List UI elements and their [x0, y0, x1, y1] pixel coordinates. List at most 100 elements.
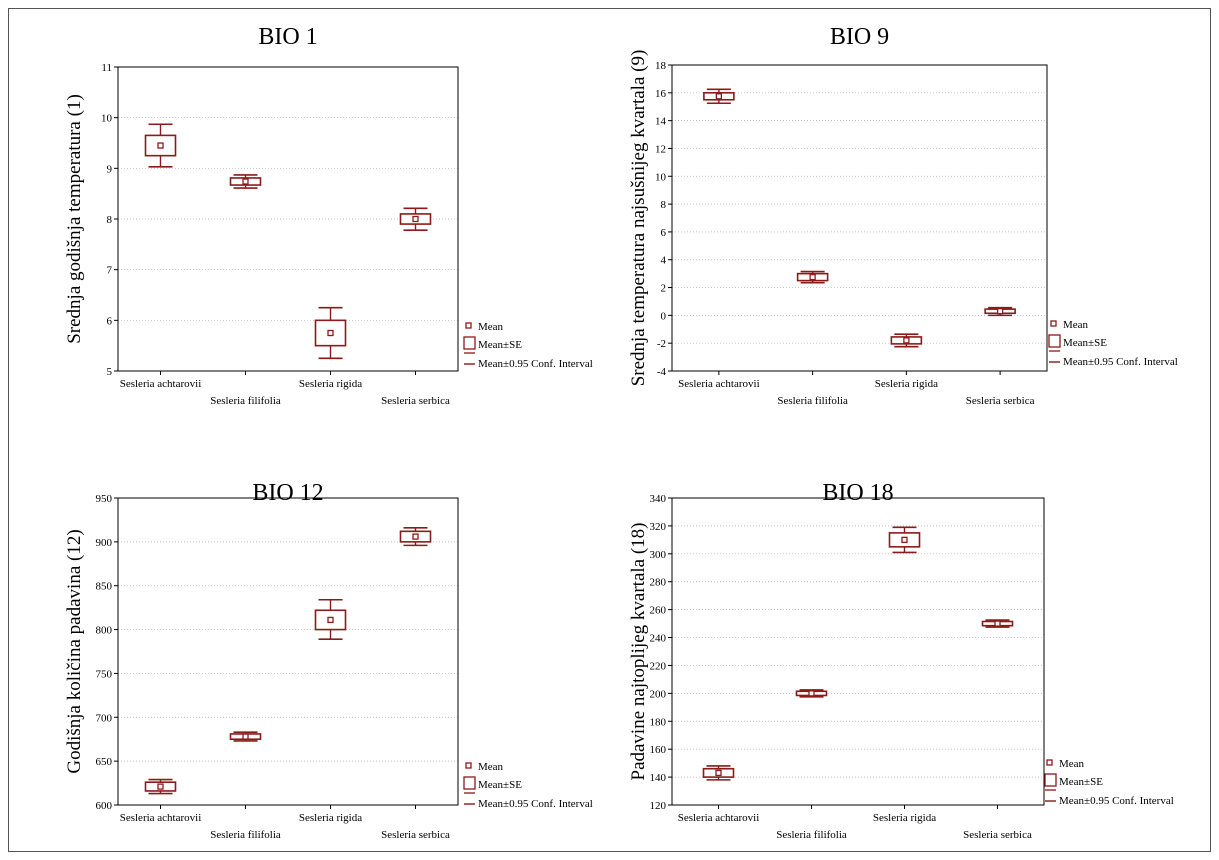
mean-marker: [901, 536, 908, 544]
chart-title: BIO 18: [822, 480, 893, 506]
legend-se-icon: [1048, 334, 1061, 348]
y-tick-label: 12: [655, 143, 666, 155]
category-label: Sesleria filifolia: [777, 395, 848, 407]
plot-area: [117, 497, 459, 806]
y-tick-label: 11: [101, 62, 112, 74]
y-tick-label: 200: [650, 688, 667, 700]
y-tick-label: 6: [661, 227, 667, 239]
box-sesleria-achtarovii: [144, 123, 177, 168]
y-tick-label: 800: [96, 625, 113, 637]
mean-marker: [809, 273, 816, 281]
legend: Mean Mean±SE Mean±0.95 Conf. Interval: [1048, 319, 1178, 368]
y-tick-label: 6: [107, 315, 113, 327]
legend: Mean Mean±SE Mean±0.95 Conf. Interval: [463, 321, 593, 370]
y-tick-label: 320: [650, 521, 667, 533]
legend: Mean Mean±SE Mean±0.95 Conf. Interval: [463, 761, 593, 810]
legend-se-label: Mean±SE: [478, 339, 522, 351]
y-tick-label: 0: [661, 310, 667, 322]
y-tick-label: 850: [96, 581, 113, 593]
category-label: Sesleria rigida: [875, 378, 938, 390]
category-label: Sesleria serbica: [381, 829, 450, 841]
y-tick-label: 160: [650, 744, 667, 756]
y-tick-label: 18: [655, 60, 667, 72]
chart-title: BIO 12: [252, 480, 323, 506]
mean-marker: [903, 337, 910, 344]
y-tick-label: -4: [657, 366, 667, 378]
mean-marker: [715, 769, 722, 777]
legend-se-icon: [1044, 773, 1057, 787]
legend-se-label: Mean±SE: [1059, 776, 1103, 788]
box-sesleria-achtarovii: [144, 778, 177, 795]
y-tick-label: 140: [650, 772, 667, 784]
legend-mean-label: Mean: [1059, 758, 1085, 770]
box-sesleria-rigida: [314, 306, 347, 360]
box-sesleria-achtarovii: [703, 88, 735, 105]
y-tick-label: 14: [655, 116, 667, 128]
y-tick-label: 600: [96, 800, 113, 812]
y-axis-label: Godišnja količina padavina (12): [64, 529, 85, 773]
category-label: Sesleria filifolia: [210, 829, 281, 841]
y-tick-label: 700: [96, 712, 113, 724]
legend: Mean Mean±SE Mean±0.95 Conf. Interval: [1044, 758, 1174, 807]
legend-se-label: Mean±SE: [478, 779, 522, 791]
legend-mean-icon: [465, 322, 472, 329]
category-label: Sesleria filifolia: [210, 395, 281, 407]
legend-mean-icon: [1046, 759, 1053, 766]
box-sesleria-filifolia: [795, 689, 828, 698]
box-sesleria-rigida: [888, 526, 921, 554]
box-sesleria-serbica: [399, 207, 432, 231]
category-label: Sesleria serbica: [966, 395, 1035, 407]
mean-marker: [412, 215, 419, 223]
box-sesleria-filifolia: [229, 174, 262, 189]
y-tick-label: 16: [655, 88, 667, 100]
legend-ci-label: Mean±0.95 Conf. Interval: [478, 358, 593, 370]
category-label: Sesleria achtarovii: [678, 378, 760, 390]
chart-title: BIO 9: [830, 24, 889, 50]
legend-ci-label: Mean±0.95 Conf. Interval: [1059, 795, 1174, 807]
chart-title: BIO 1: [258, 24, 317, 50]
category-label: Sesleria serbica: [381, 395, 450, 407]
category-label: Sesleria rigida: [299, 378, 362, 390]
y-axis-label: Srednja temperatura najsušnijeg kvartala…: [628, 50, 649, 387]
y-tick-label: 10: [655, 171, 667, 183]
chart-panel-3: 600 650 700 750 800 850 900 950 BIO 12 Godišnja k…: [64, 480, 593, 841]
mean-marker: [157, 142, 164, 149]
category-label: Sesleria serbica: [963, 829, 1032, 841]
box-sesleria-serbica: [981, 619, 1014, 628]
category-label: Sesleria filifolia: [776, 829, 847, 841]
y-tick-label: 280: [650, 577, 667, 589]
chart-panel-1: 5 6 7 8 9 10 11 BIO 1 Srednja godišnja temperatu…: [64, 24, 593, 407]
mean-marker: [996, 308, 1004, 315]
y-tick-label: 5: [107, 366, 113, 378]
box-sesleria-rigida: [890, 333, 923, 348]
mean-marker: [157, 783, 164, 790]
mean-marker: [994, 620, 1001, 627]
category-label: Sesleria rigida: [873, 812, 936, 824]
category-label: Sesleria achtarovii: [120, 378, 202, 390]
y-tick-label: 650: [96, 756, 113, 768]
mean-marker: [242, 733, 249, 740]
y-tick-label: 340: [650, 493, 667, 505]
box-sesleria-achtarovii: [702, 765, 735, 781]
legend-se-label: Mean±SE: [1063, 337, 1107, 349]
y-tick-label: 120: [650, 800, 667, 812]
plot-area: [671, 64, 1048, 372]
mean-marker: [242, 178, 249, 185]
y-tick-label: 240: [650, 633, 667, 645]
legend-se-icon: [463, 776, 476, 790]
figure-frame: [8, 8, 1211, 852]
y-tick-label: 950: [96, 493, 113, 505]
mean-marker: [327, 329, 334, 337]
y-tick-label: 750: [96, 668, 113, 680]
y-tick-label: 220: [650, 660, 667, 672]
y-tick-label: 300: [650, 549, 667, 561]
y-tick-label: 180: [650, 716, 667, 728]
mean-marker: [715, 93, 723, 100]
box-sesleria-filifolia: [229, 731, 262, 742]
y-tick-label: 900: [96, 537, 113, 549]
plot-area: [671, 497, 1045, 806]
legend-se-icon: [463, 336, 476, 350]
y-tick-label: 4: [661, 255, 667, 267]
y-tick-label: 8: [661, 199, 667, 211]
